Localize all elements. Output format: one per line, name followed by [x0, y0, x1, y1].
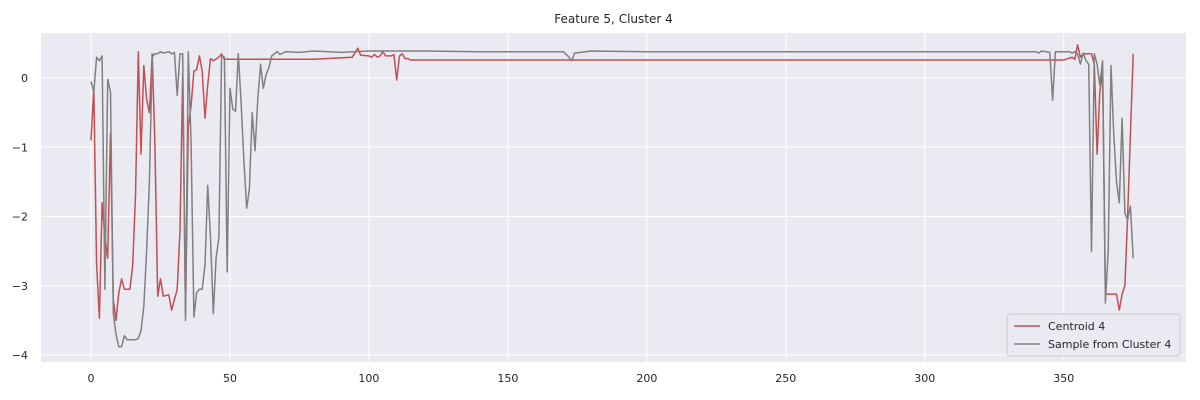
y-tick-label: −4 [12, 349, 28, 362]
x-tick-label: 150 [497, 372, 518, 385]
x-tick-label: 100 [358, 372, 379, 385]
x-tick-label: 250 [775, 372, 796, 385]
x-tick-label: 300 [914, 372, 935, 385]
legend-label: Centroid 4 [1048, 320, 1105, 333]
x-tick-label: 0 [88, 372, 95, 385]
legend-box [1006, 313, 1181, 357]
y-axis-ticks: −4 −3 −2 −1 0 [12, 72, 28, 362]
y-tick-label: −2 [12, 211, 28, 224]
legend-label: Sample from Cluster 4 [1048, 338, 1171, 351]
series-lines [90, 44, 1134, 348]
y-tick-label: 0 [21, 72, 28, 85]
sample-line [90, 50, 1134, 348]
centroid-line [90, 44, 1134, 322]
y-tick-label: −1 [12, 141, 28, 154]
x-axis-ticks: 0 50 100 150 200 250 300 350 [88, 372, 1075, 385]
chart-title: Feature 5, Cluster 4 [554, 12, 672, 26]
legend: Centroid 4 Sample from Cluster 4 [1006, 313, 1181, 357]
plot-area [41, 33, 1186, 362]
x-tick-label: 200 [636, 372, 657, 385]
grid-lines [41, 33, 1186, 362]
x-tick-label: 350 [1053, 372, 1074, 385]
y-tick-label: −3 [12, 280, 28, 293]
x-tick-label: 50 [223, 372, 237, 385]
